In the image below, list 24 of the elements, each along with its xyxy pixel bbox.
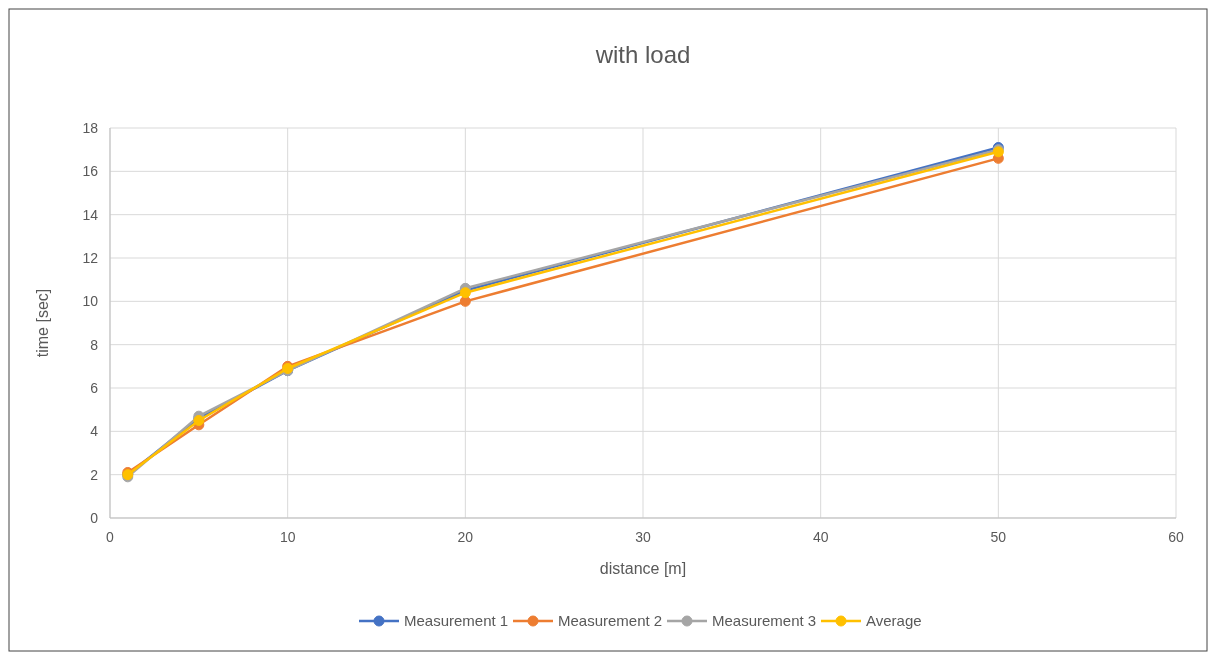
y-tick-label: 10: [82, 293, 99, 310]
x-tick-label: 20: [457, 529, 474, 545]
x-tick-label: 50: [990, 529, 1007, 545]
y-tick-label: 12: [82, 249, 99, 266]
x-tick-label: 60: [1168, 529, 1184, 545]
y-tick-label: 6: [90, 379, 99, 396]
y-tick-label: 2: [90, 466, 99, 483]
y-tick-label: 8: [90, 336, 99, 353]
x-tick-label: 30: [635, 529, 651, 545]
x-tick-label: 40: [812, 529, 829, 545]
chart-title: with load: [594, 41, 691, 68]
legend-label: Measurement 2: [558, 612, 663, 630]
legend-label: Measurement 1: [404, 612, 509, 630]
y-axis-title: time [sec]: [34, 288, 51, 358]
x-tick-label: 0: [106, 529, 115, 545]
y-tick-label: 18: [82, 119, 99, 136]
y-tick-label: 14: [82, 206, 99, 223]
legend-label: Measurement 3: [712, 612, 817, 630]
x-axis-title: distance [m]: [599, 560, 687, 577]
x-tick-label: 10: [279, 529, 296, 545]
y-tick-label: 4: [90, 423, 99, 440]
legend-label: Average: [866, 612, 922, 630]
y-tick-label: 0: [90, 509, 99, 526]
y-tick-label: 16: [82, 163, 99, 180]
